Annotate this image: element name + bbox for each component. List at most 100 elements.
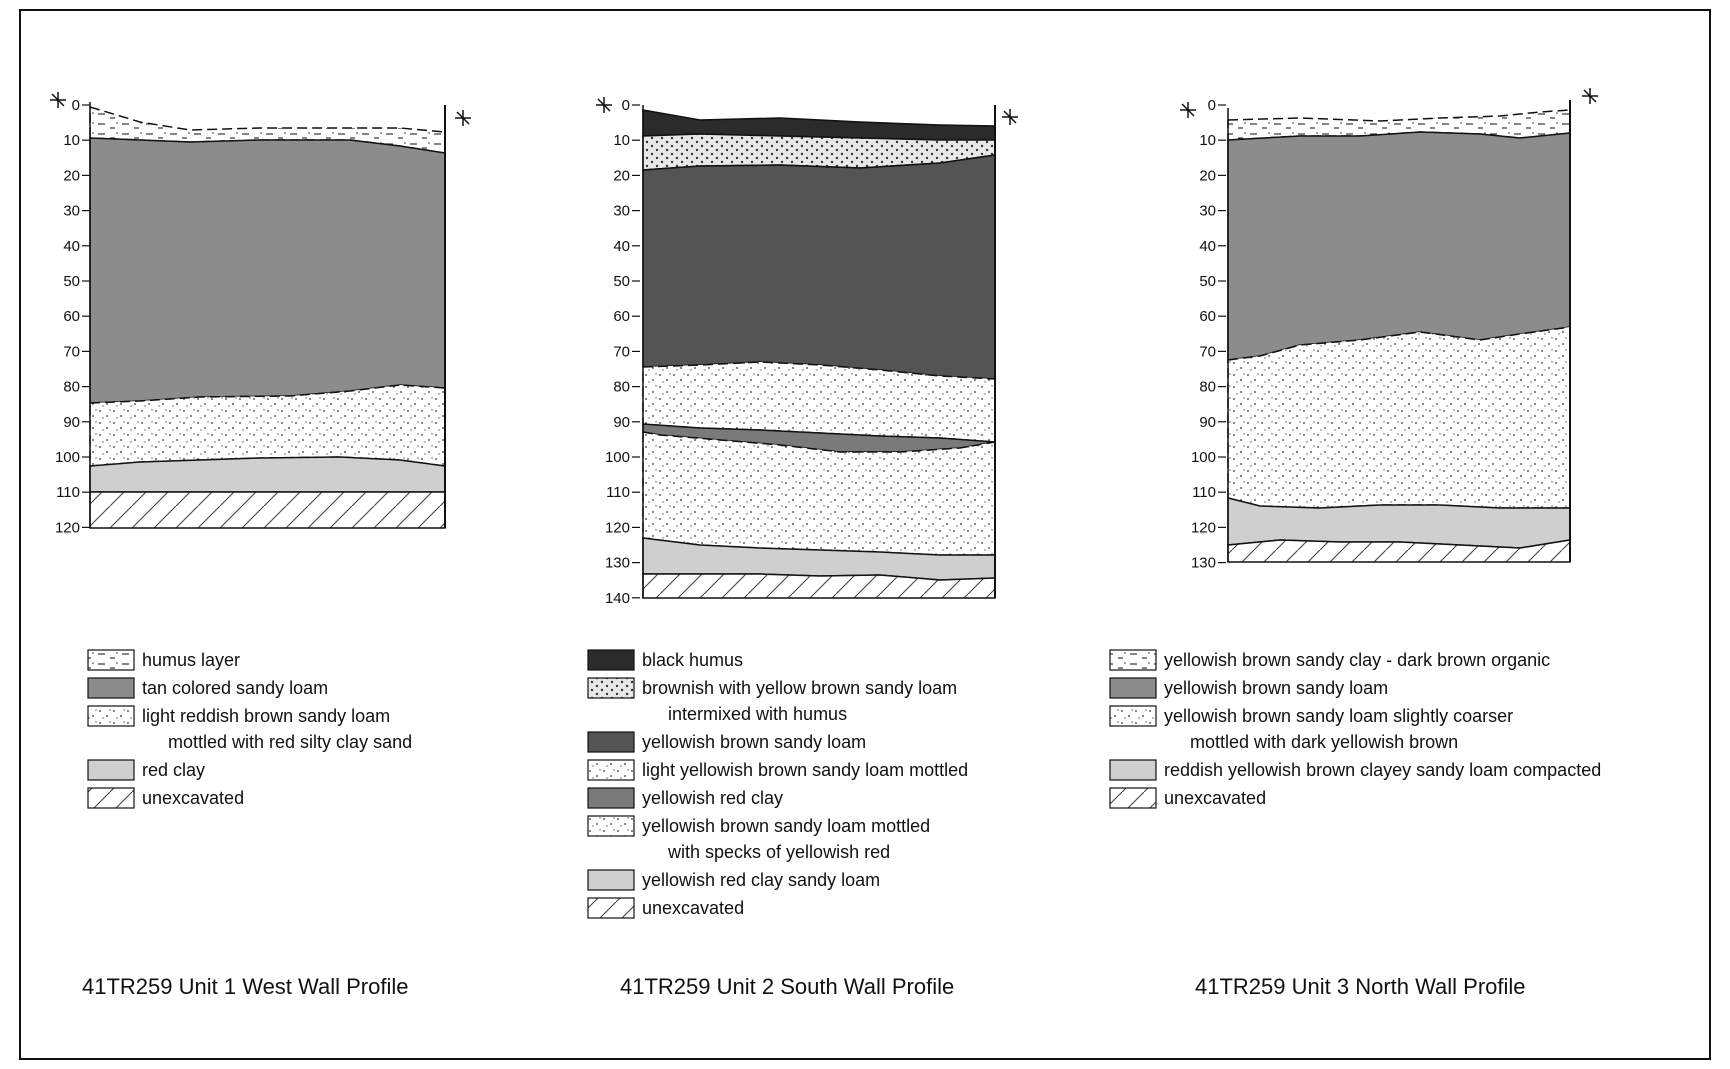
depth-tick-label: 100 xyxy=(605,449,630,466)
datum-icon xyxy=(596,97,612,113)
depth-tick-label: 120 xyxy=(605,519,630,536)
profile-2-legend: black humus brownish with yellow brown sa… xyxy=(587,649,968,919)
depth-tick-label: 100 xyxy=(1191,449,1216,466)
legend-label: red clay xyxy=(142,760,205,780)
legend-label: yellowish red clay xyxy=(642,788,783,808)
depth-tick-label: 70 xyxy=(1199,343,1216,360)
legend-label: yellowish brown sandy clay - dark brown … xyxy=(1164,650,1550,670)
legend-swatch xyxy=(87,759,135,781)
legend-label: reddish yellowish brown clayey sandy loa… xyxy=(1164,760,1601,780)
legend-swatch xyxy=(587,897,635,919)
layer-coarser-mottled-sandy-loam xyxy=(1227,326,1571,509)
profile-3-caption: 41TR259 Unit 3 North Wall Profile xyxy=(1195,974,1526,999)
legend-label: light reddish brown sandy loam xyxy=(142,706,390,726)
layer-tan-sandy-loam xyxy=(89,137,446,404)
depth-tick-label: 60 xyxy=(63,308,80,325)
depth-tick-label: 0 xyxy=(622,97,630,114)
depth-tick-label: 110 xyxy=(1192,484,1216,501)
datum-icon xyxy=(1180,102,1196,118)
legend-swatch xyxy=(587,815,635,837)
depth-tick-label: 80 xyxy=(63,379,80,396)
legend-label: intermixed with humus xyxy=(668,704,847,724)
legend-swatch xyxy=(587,787,635,809)
figure-border xyxy=(19,9,1711,1060)
datum-icon xyxy=(1582,88,1598,104)
legend-swatch xyxy=(587,649,635,671)
depth-tick-label: 120 xyxy=(55,519,80,536)
profile-1-depth-ticks: 0 10 20 30 40 50 60 70 80 90 100 110 120 xyxy=(55,97,90,536)
depth-tick-label: 90 xyxy=(613,414,630,431)
legend-label: unexcavated xyxy=(642,898,744,918)
depth-tick-label: 50 xyxy=(1199,273,1216,290)
depth-tick-label: 10 xyxy=(1199,132,1216,149)
legend-swatch xyxy=(587,869,635,891)
legend-swatch xyxy=(87,705,135,727)
profile-unit-2: 0 10 20 30 40 50 60 70 80 90 100 110 120 130 140 black… xyxy=(587,97,1018,999)
legend-label: unexcavated xyxy=(142,788,244,808)
depth-tick-label: 70 xyxy=(613,343,630,360)
legend-swatch xyxy=(87,649,135,671)
legend-label: mottled with red silty clay sand xyxy=(168,732,412,752)
datum-icon xyxy=(455,110,471,126)
datum-icon xyxy=(1002,109,1018,125)
legend-swatch xyxy=(587,677,635,699)
depth-tick-label: 90 xyxy=(63,414,80,431)
legend-swatch xyxy=(1109,677,1157,699)
layer-unexcavated xyxy=(89,491,446,529)
layer-mottled-with-specks xyxy=(642,431,996,556)
depth-tick-label: 30 xyxy=(613,203,630,220)
layer-yellowish-brown-sandy-loam xyxy=(642,154,996,380)
legend-swatch xyxy=(87,787,135,809)
legend-swatch xyxy=(1109,705,1157,727)
profile-1-legend: humus layer tan colored sandy loam light r… xyxy=(87,649,412,809)
layer-unexcavated xyxy=(642,573,996,599)
depth-tick-label: 10 xyxy=(63,132,80,149)
legend-label: yellowish red clay sandy loam xyxy=(642,870,880,890)
legend-label: unexcavated xyxy=(1164,788,1266,808)
depth-tick-label: 60 xyxy=(1199,308,1216,325)
legend-label: mottled with dark yellowish brown xyxy=(1190,732,1458,752)
profile-1-layers xyxy=(89,102,446,529)
depth-tick-label: 30 xyxy=(1199,203,1216,220)
depth-tick-label: 20 xyxy=(613,167,630,184)
layer-unexcavated xyxy=(1227,539,1571,563)
datum-icon xyxy=(50,92,66,108)
layer-red-clay xyxy=(89,456,446,493)
legend-label: yellowish brown sandy loam xyxy=(1164,678,1388,698)
legend-swatch xyxy=(1109,759,1157,781)
depth-tick-label: 20 xyxy=(63,167,80,184)
profile-unit-3: 0 10 20 30 40 50 60 70 80 90 100 110 120 130 yellowis… xyxy=(1109,88,1601,999)
depth-tick-label: 0 xyxy=(72,97,80,114)
depth-tick-label: 40 xyxy=(613,238,630,255)
legend-label: yellowish brown sandy loam xyxy=(642,732,866,752)
depth-tick-label: 40 xyxy=(1199,238,1216,255)
profile-3-legend: yellowish brown sandy clay - dark brown … xyxy=(1109,649,1601,809)
layer-yellowish-brown-sandy-loam xyxy=(1227,131,1571,361)
profile-2-caption: 41TR259 Unit 2 South Wall Profile xyxy=(620,974,954,999)
depth-tick-label: 20 xyxy=(1199,167,1216,184)
depth-tick-label: 100 xyxy=(55,449,80,466)
legend-swatch xyxy=(587,731,635,753)
depth-tick-label: 130 xyxy=(1191,555,1216,572)
depth-tick-label: 70 xyxy=(63,343,80,360)
profile-3-layers xyxy=(1227,100,1571,563)
legend-swatch xyxy=(1109,787,1157,809)
legend-label: yellowish brown sandy loam mottled xyxy=(642,816,930,836)
legend-label: light yellowish brown sandy loam mottled xyxy=(642,760,968,780)
depth-tick-label: 120 xyxy=(1191,519,1216,536)
depth-tick-label: 80 xyxy=(1199,379,1216,396)
depth-tick-label: 110 xyxy=(56,484,80,501)
profile-1-caption: 41TR259 Unit 1 West Wall Profile xyxy=(82,974,408,999)
depth-tick-label: 40 xyxy=(63,238,80,255)
legend-label: tan colored sandy loam xyxy=(142,678,328,698)
profile-unit-1: 0 10 20 30 40 50 60 70 80 90 100 110 120 humus layer… xyxy=(50,92,471,999)
legend-swatch xyxy=(1109,649,1157,671)
profile-3-depth-ticks: 0 10 20 30 40 50 60 70 80 90 100 110 120 130 xyxy=(1191,97,1226,572)
legend-label: brownish with yellow brown sandy loam xyxy=(642,678,957,698)
depth-tick-label: 10 xyxy=(613,132,630,149)
depth-tick-label: 30 xyxy=(63,203,80,220)
legend-swatch xyxy=(87,677,135,699)
depth-tick-label: 140 xyxy=(605,590,630,607)
depth-tick-label: 50 xyxy=(613,273,630,290)
